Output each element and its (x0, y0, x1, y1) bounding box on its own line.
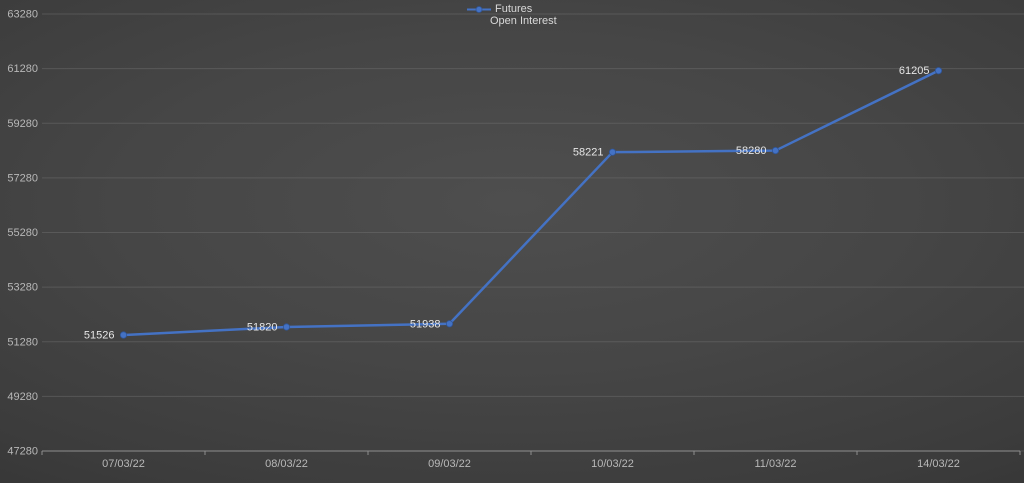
x-axis-label: 14/03/22 (917, 458, 960, 470)
data-label: 58280 (736, 145, 767, 157)
data-point (608, 148, 617, 156)
data-point (445, 320, 454, 328)
data-point (934, 67, 943, 75)
y-axis-label: 59280 (7, 118, 38, 130)
legend-line-marker-icon (466, 5, 492, 14)
legend: Futures Open Interest (466, 4, 557, 27)
data-label: 51820 (247, 322, 278, 334)
y-axis-label: 49280 (7, 391, 38, 403)
y-axis-label: 55280 (7, 227, 38, 239)
data-label: 51526 (84, 330, 115, 342)
x-axis-label: 09/03/22 (428, 458, 471, 470)
y-axis-label: 47280 (7, 446, 38, 458)
data-label: 51938 (410, 318, 441, 330)
y-axis-label: 57280 (7, 172, 38, 184)
data-point (282, 323, 291, 331)
x-axis-label: 10/03/22 (591, 458, 634, 470)
x-axis-label: 07/03/22 (102, 458, 145, 470)
y-axis-label: 61280 (7, 63, 38, 75)
data-point (119, 331, 128, 339)
data-point (771, 146, 780, 155)
legend-label-line1: Futures (495, 3, 533, 15)
x-axis-label: 11/03/22 (754, 458, 796, 470)
y-axis-label: 63280 (7, 9, 38, 21)
data-label: 58221 (573, 147, 604, 159)
y-axis-label: 53280 (7, 282, 38, 294)
series-line (122, 69, 940, 337)
x-axis-label: 08/03/22 (265, 458, 308, 470)
y-axis-label: 51280 (7, 336, 38, 348)
legend-label-line2: Open Interest (490, 15, 557, 27)
data-label: 61205 (899, 65, 930, 77)
